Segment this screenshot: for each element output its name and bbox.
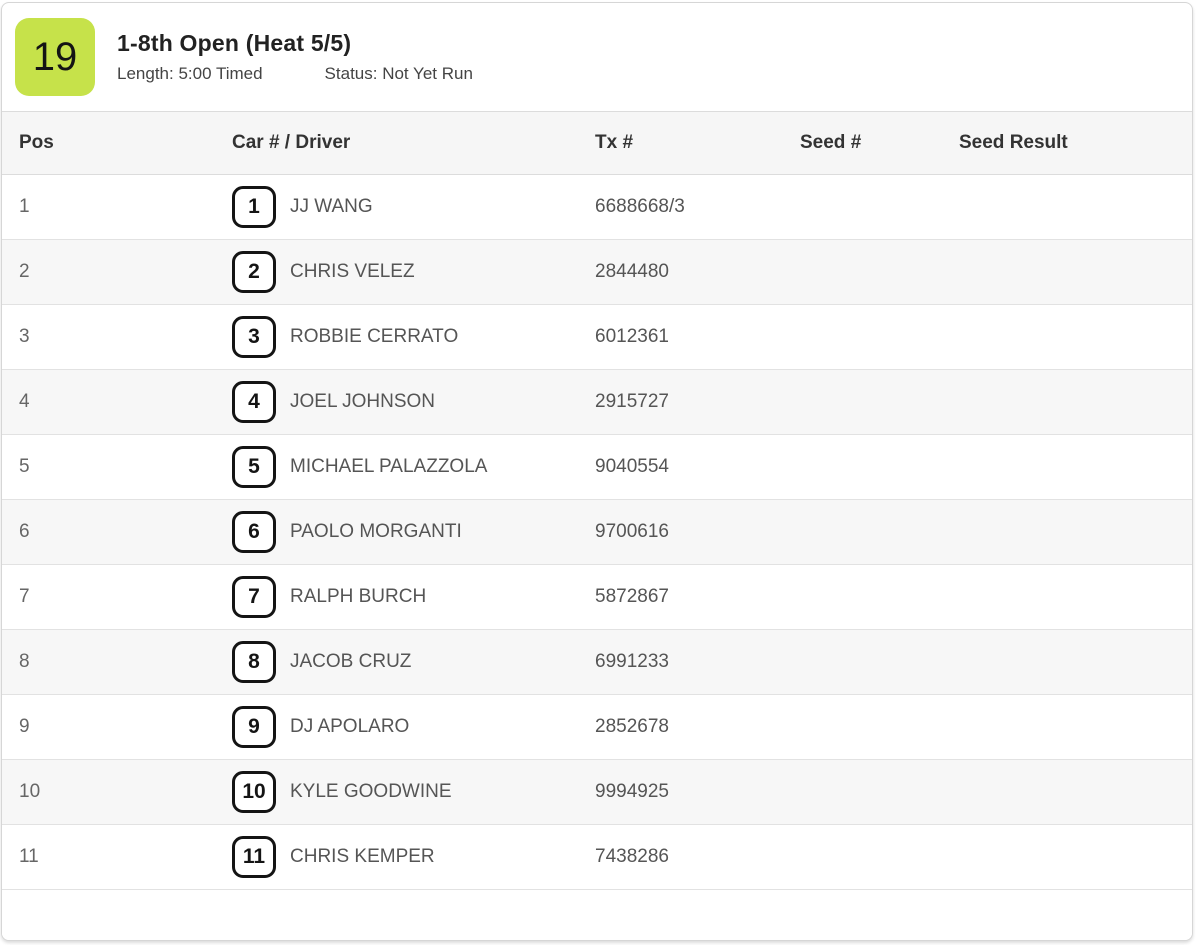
table-row: 2 2 CHRIS VELEZ 2844480 [2,240,1192,305]
heat-status-label: Status: Not Yet Run [324,64,473,83]
table-row: 1 1 JJ WANG 6688668/3 [2,175,1192,240]
column-header-tx: Tx # [595,132,634,153]
car-driver-cell: 9 DJ APOLARO [117,706,595,748]
position-cell: 6 [19,521,30,542]
heat-header: 19 1-8th Open (Heat 5/5) Length: 5:00 Ti… [2,3,1192,111]
driver-name: PAOLO MORGANTI [290,521,462,542]
car-driver-cell: 4 JOEL JOHNSON [117,381,595,423]
position-cell: 11 [19,846,39,867]
heat-length-label: Length: 5:00 Timed [117,64,263,83]
car-driver-cell: 11 CHRIS KEMPER [117,836,595,878]
column-header-seed: Seed # [800,132,862,153]
car-number-badge: 7 [232,576,276,618]
tx-number-cell: 9040554 [595,456,669,477]
table-row: 3 3 ROBBIE CERRATO 6012361 [2,305,1192,370]
driver-name: CHRIS VELEZ [290,261,415,282]
table-footer-spacer [2,890,1192,940]
table-row: 6 6 PAOLO MORGANTI 9700616 [2,500,1192,565]
car-number-badge: 1 [232,186,276,228]
position-cell: 4 [19,391,30,412]
driver-name: JJ WANG [290,196,373,217]
tx-number-cell: 6991233 [595,651,669,672]
car-driver-cell: 6 PAOLO MORGANTI [117,511,595,553]
car-driver-cell: 7 RALPH BURCH [117,576,595,618]
column-header-seed-result: Seed Result [959,132,1068,153]
car-driver-cell: 8 JACOB CRUZ [117,641,595,683]
driver-name: JOEL JOHNSON [290,391,435,412]
car-number-badge: 3 [232,316,276,358]
car-number-badge: 8 [232,641,276,683]
tx-number-cell: 2852678 [595,716,669,737]
car-number-badge: 4 [232,381,276,423]
car-number-badge: 5 [232,446,276,488]
table-row: 8 8 JACOB CRUZ 6991233 [2,630,1192,695]
car-number-badge: 10 [232,771,276,813]
tx-number-cell: 9700616 [595,521,669,542]
heat-subtitle: Length: 5:00 Timed Status: Not Yet Run [117,64,473,84]
position-cell: 8 [19,651,30,672]
position-cell: 3 [19,326,30,347]
car-driver-cell: 5 MICHAEL PALAZZOLA [117,446,595,488]
driver-name: ROBBIE CERRATO [290,326,459,347]
column-header-car-driver: Car # / Driver [232,132,351,153]
table-body: 1 1 JJ WANG 6688668/3 2 2 CHRIS VELEZ 28… [2,175,1192,890]
driver-name: JACOB CRUZ [290,651,412,672]
tx-number-cell: 2915727 [595,391,669,412]
table-row: 10 10 KYLE GOODWINE 9994925 [2,760,1192,825]
heat-number-badge: 19 [15,18,95,96]
table-row: 5 5 MICHAEL PALAZZOLA 9040554 [2,435,1192,500]
tx-number-cell: 2844480 [595,261,669,282]
position-cell: 2 [19,261,30,282]
position-cell: 5 [19,456,30,477]
table-header-row: Pos Car # / Driver Tx # Seed # Seed Result [2,111,1192,175]
heat-info: 1-8th Open (Heat 5/5) Length: 5:00 Timed… [117,30,473,84]
tx-number-cell: 5872867 [595,586,669,607]
driver-name: CHRIS KEMPER [290,846,435,867]
car-number-badge: 2 [232,251,276,293]
car-number-badge: 11 [232,836,276,878]
tx-number-cell: 7438286 [595,846,669,867]
heat-title: 1-8th Open (Heat 5/5) [117,30,352,56]
driver-name: RALPH BURCH [290,586,427,607]
table-row: 7 7 RALPH BURCH 5872867 [2,565,1192,630]
car-driver-cell: 10 KYLE GOODWINE [117,771,595,813]
car-driver-cell: 2 CHRIS VELEZ [117,251,595,293]
driver-name: MICHAEL PALAZZOLA [290,456,488,477]
car-number-badge: 9 [232,706,276,748]
car-driver-cell: 3 ROBBIE CERRATO [117,316,595,358]
table-row: 11 11 CHRIS KEMPER 7438286 [2,825,1192,890]
tx-number-cell: 6012361 [595,326,669,347]
driver-name: KYLE GOODWINE [290,781,452,802]
car-number-badge: 6 [232,511,276,553]
position-cell: 7 [19,586,30,607]
table-row: 4 4 JOEL JOHNSON 2915727 [2,370,1192,435]
tx-number-cell: 6688668/3 [595,196,685,217]
car-driver-cell: 1 JJ WANG [117,186,595,228]
position-cell: 10 [19,781,41,802]
column-header-pos: Pos [19,132,54,153]
driver-name: DJ APOLARO [290,716,410,737]
position-cell: 1 [19,196,30,217]
position-cell: 9 [19,716,30,737]
tx-number-cell: 9994925 [595,781,669,802]
table-row: 9 9 DJ APOLARO 2852678 [2,695,1192,760]
